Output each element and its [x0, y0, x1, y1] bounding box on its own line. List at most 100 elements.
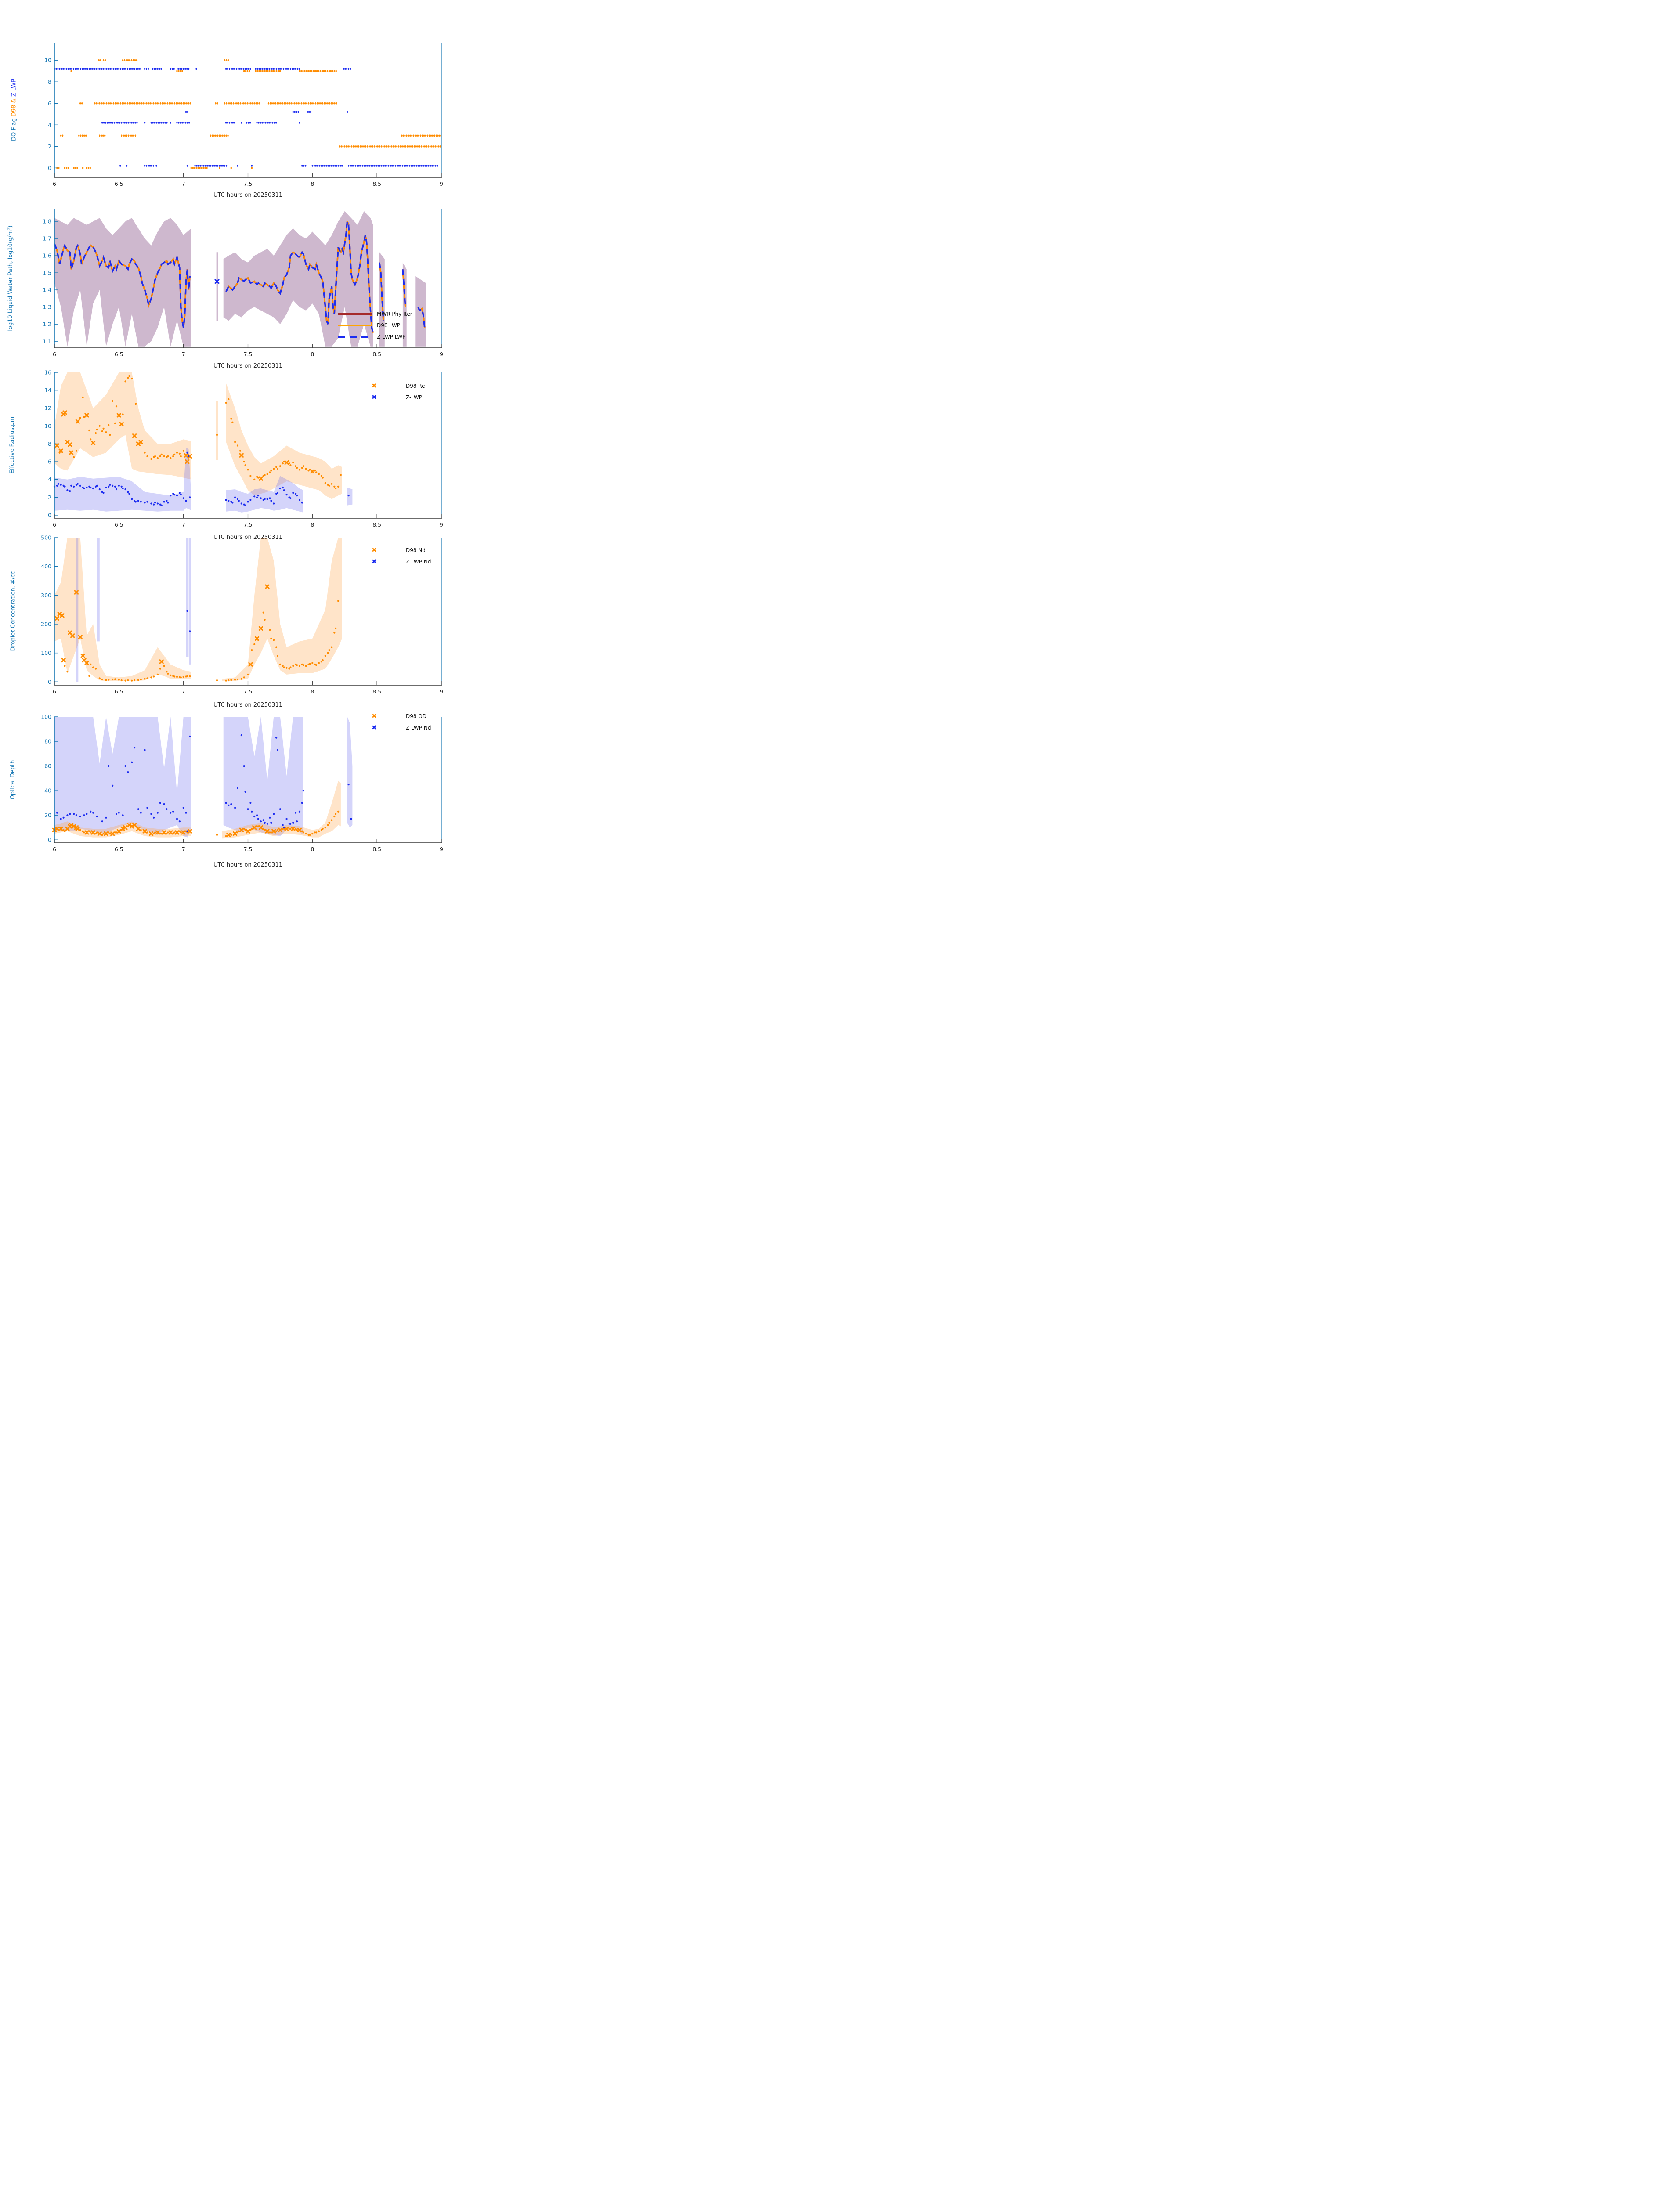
x-axis-label-3: UTC hours on 20250311 [213, 534, 283, 541]
d98-flag-2-dot [429, 145, 431, 148]
d98-flag-2-dot [375, 145, 377, 148]
zlwp-flag-9.2-dot [183, 68, 184, 70]
d98-nd-dot [270, 637, 272, 639]
z-lwp-nd-dot [60, 818, 62, 820]
d98-flag-6-dot [108, 102, 109, 105]
d98-re-xmark [68, 442, 72, 447]
d98-flag-0-dot [230, 167, 232, 169]
d98-flag-9-dot [299, 70, 300, 72]
d98-flag-6-dot [158, 102, 160, 105]
d98-flag-6-dot [149, 102, 151, 105]
z-lwp-nd-dot [146, 807, 148, 809]
z-lwp-dot [124, 488, 126, 491]
d98-flag-6-dot [314, 102, 317, 105]
d98-re-dot [108, 424, 110, 426]
d98-flag-9-dot [335, 70, 337, 72]
d98-flag-6-dot [172, 102, 174, 105]
zlwp-flag-9.2-dot [132, 68, 134, 70]
z-lwp-nd-dot [302, 790, 304, 792]
d98-re-dot [333, 485, 336, 488]
zlwp-xmark-icon: ✖ [372, 394, 377, 401]
d98-flag-6-dot [231, 102, 233, 105]
y-tick-label: 2 [48, 494, 51, 501]
zlwp-flag-4.2-dot [241, 122, 242, 124]
legend-row-mwr: MWR Phy Iter [338, 308, 412, 320]
z-lwp-dot [167, 502, 169, 504]
zlwp-flag-9.2-dot [113, 68, 115, 70]
zlwp-flag-0.2-dot [410, 165, 412, 167]
zlwp-flag-0.2-dot [391, 165, 393, 167]
d98-flag-6-dot [139, 102, 141, 105]
d98-nd-dot [298, 665, 301, 667]
d98-re-dot [335, 487, 337, 490]
z-lwp-nd-dot [101, 820, 103, 823]
z-lwp-dot [105, 486, 107, 489]
zlwp-flag-0.2-dot [217, 165, 219, 167]
d98-flag-0-dot [73, 167, 75, 169]
d98-re-dot [289, 464, 292, 466]
d98-nd-dot [273, 639, 275, 641]
d98-flag-6-dot [255, 102, 257, 105]
d98-re-dot [305, 468, 307, 470]
zlwp-flag-0.2-dot [367, 165, 369, 167]
zlwp-flag-9.2-dot [269, 68, 271, 70]
d98-nd-dot [94, 668, 97, 670]
d98-re-dot [134, 403, 137, 405]
y-tick-label: 1.2 [43, 321, 51, 328]
zlwp-flag-9.2-dot [92, 68, 94, 70]
d98-flag-9-dot [176, 70, 178, 72]
d98-flag-0-dot [199, 167, 201, 169]
z-lwp-dot [144, 502, 146, 504]
zlwp-flag-0.2-dot [301, 165, 303, 167]
uncertainty-band-orange [54, 538, 191, 681]
d98-re-dot [244, 464, 246, 466]
zlwp-nd-xmark-icon: ✖ [372, 558, 377, 565]
d98-od-xmark [233, 831, 238, 836]
zlwp-flag-0.2-dot [149, 165, 151, 167]
d98-flag-0-dot [86, 167, 88, 169]
d98-flag-6-dot [215, 102, 217, 105]
x-tick-label: 7.5 [244, 521, 253, 528]
d98-re-xmark [184, 453, 188, 458]
zlwp-flag-4.2-dot [234, 122, 236, 124]
d98-flag-6-dot [316, 102, 318, 105]
y-tick-label: 60 [44, 763, 51, 769]
d98-flag-2-dot [419, 145, 421, 148]
d98-flag-3-dot [415, 134, 416, 137]
d98-flag-6-dot [79, 102, 81, 105]
z-lwp-dot [270, 500, 272, 502]
d98-flag-2-dot [347, 145, 349, 148]
zlwp-flag-9.2-dot [274, 68, 276, 70]
d98-od-xmark [252, 825, 257, 830]
d98-flag-2-dot [387, 145, 389, 148]
d98-od-xmark [239, 827, 244, 832]
x-tick-label: 7.5 [244, 181, 253, 187]
d98-flag-2-dot [420, 145, 422, 148]
x-axis-label-4: UTC hours on 20250311 [213, 702, 283, 708]
legend-row-d98-lwp: D98 LWP [338, 320, 412, 331]
zlwp-flag-4.2-dot [188, 122, 190, 124]
d98-flag-9-dot [260, 70, 262, 72]
d98-flag-2-dot [436, 145, 438, 148]
d98-flag-6-dot [109, 102, 111, 105]
d98-flag-2-dot [359, 145, 361, 148]
zlwp-flag-9.2-dot [102, 68, 104, 70]
d98-nd-xmark [159, 659, 164, 664]
d98-flag-6-dot [106, 102, 108, 105]
zlwp-lwp-dashed-line [379, 262, 384, 321]
d98-flag-9-dot [181, 70, 183, 72]
d98-flag-9-dot [316, 70, 318, 72]
y-tick-label: 0 [48, 512, 51, 518]
zlwp-flag-4.2-dot [163, 122, 164, 124]
d98-flag-10-dot [227, 59, 229, 61]
uncertainty-band-blue [347, 488, 353, 506]
y-tick-label: 300 [41, 592, 51, 599]
d98-flag-3-dot [437, 134, 439, 137]
x-tick-label: 8.5 [372, 181, 381, 187]
d98-flag-9-dot [307, 70, 309, 72]
d98-flag-2-dot [370, 145, 372, 148]
d98-flag-2-dot [344, 145, 346, 148]
d98-flag-3-dot [423, 134, 425, 137]
z-lwp-nd-dot [269, 816, 271, 819]
d98-nd-dot [247, 673, 249, 675]
